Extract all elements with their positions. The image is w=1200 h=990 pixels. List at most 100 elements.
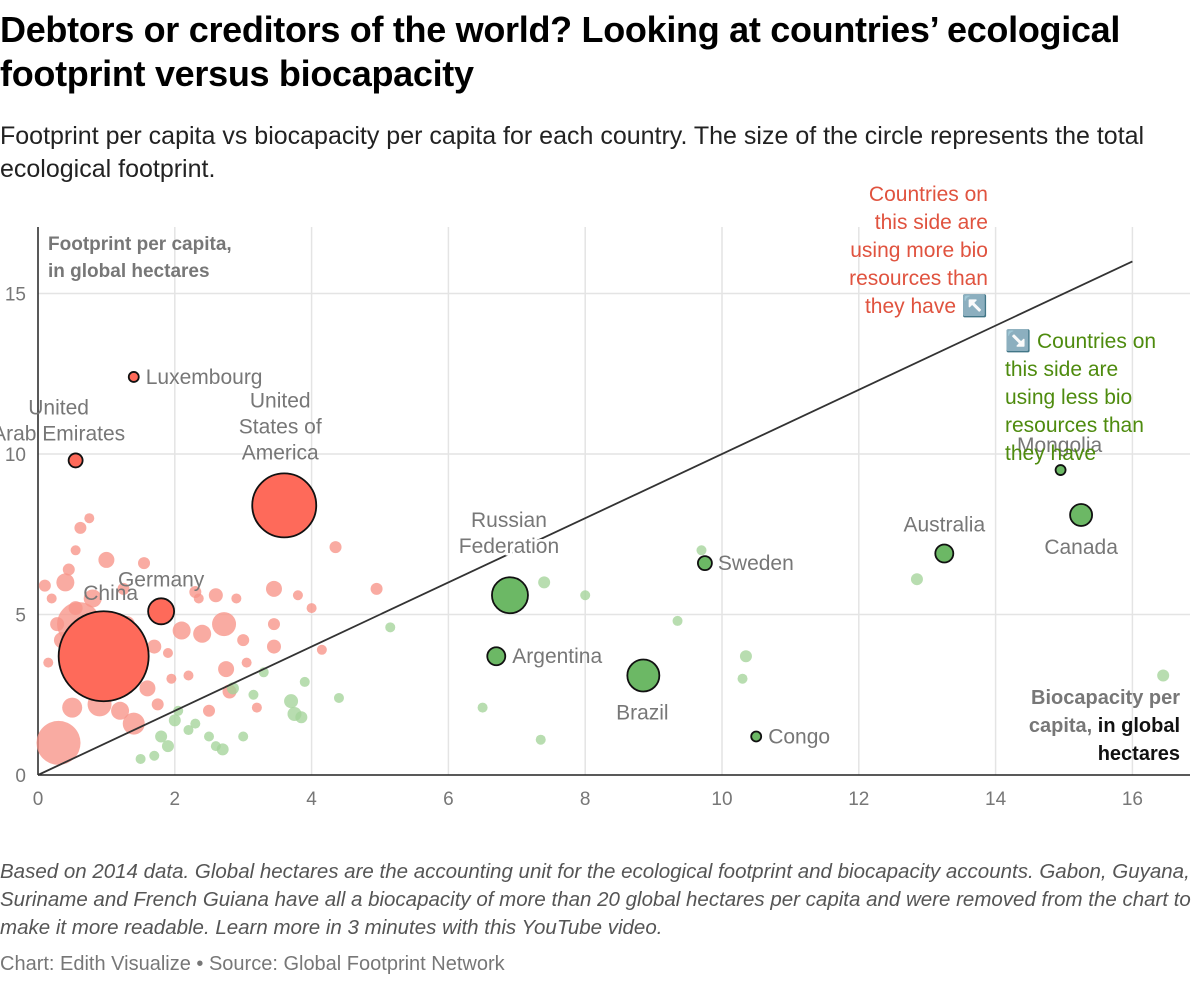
point-russian-federation	[491, 576, 529, 615]
debtor-country-point	[237, 634, 250, 647]
debtor-country-point	[70, 545, 81, 556]
label-line: Germany	[118, 568, 205, 591]
creditor-side-annotation: ↘️ Countries on this side are using less b…	[1005, 328, 1156, 465]
creditor-country-point	[238, 731, 249, 742]
scatter-chart: 0 2 4 6 8 10 12 14 16 0 5 10 15 Footprint per capita,…	[0, 183, 1190, 810]
creditor-country-point	[135, 753, 146, 764]
creditor-country-point	[149, 750, 160, 761]
annotation-line: using less bio	[1005, 386, 1132, 409]
debtor-country-point	[139, 680, 156, 697]
debtor-country-point	[83, 589, 102, 608]
label-line: Mongolia	[1017, 434, 1103, 457]
debtor-country-point	[166, 673, 177, 684]
creditor-country-point	[168, 714, 181, 727]
creditor-country-point	[739, 650, 752, 663]
y-tick-label: 5	[15, 606, 26, 627]
label-united-arab-emirates: United Arab Emirates	[0, 396, 125, 445]
axis-layer: 0 2 4 6 8 10 12 14 16 0 5 10 15 Footprint per capita,…	[5, 227, 1190, 810]
y-axis-title-line2: in global hectares	[48, 261, 210, 282]
x-tick-label: 12	[848, 789, 869, 810]
label-luxembourg: Luxembourg	[146, 366, 263, 389]
grid-layer	[38, 227, 1190, 775]
label-united-states-of-america: United States of America	[239, 389, 322, 464]
point-congo	[750, 730, 763, 743]
annotation-line: resources than	[1005, 414, 1144, 437]
debtor-country-point	[147, 639, 162, 654]
creditor-country-point	[183, 725, 194, 736]
label-australia: Australia	[903, 514, 985, 537]
label-line: States of	[239, 415, 322, 438]
debtor-side-annotation: Countries on this side are using more bio r…	[849, 183, 988, 318]
debtor-country-point	[43, 657, 54, 668]
annotation-line: Countries on	[869, 183, 988, 206]
debtor-country-point	[251, 702, 262, 713]
debtor-country-point	[267, 618, 280, 631]
annotation-line: this side are	[1005, 358, 1118, 381]
x-axis-title-line2: capita, in global	[1029, 715, 1180, 737]
debtor-country-point	[241, 657, 252, 668]
y-axis-title-line1: Footprint per capita,	[48, 234, 232, 255]
x-tick-label: 14	[985, 789, 1007, 810]
label-line: Congo	[768, 725, 830, 748]
x-axis-title-line3: hectares	[1098, 743, 1180, 765]
label-line: Sweden	[718, 552, 794, 575]
debtor-country-point	[370, 582, 383, 595]
x-tick-label: 10	[711, 789, 732, 810]
debtor-country-point	[111, 701, 130, 720]
label-line: Russian	[471, 509, 547, 532]
x-tick-label: 4	[306, 789, 317, 810]
label-line: Luxembourg	[146, 366, 263, 389]
creditor-country-point	[333, 692, 344, 703]
creditor-country-point	[1157, 669, 1170, 682]
debtor-country-point	[117, 582, 130, 595]
creditor-country-point	[248, 689, 259, 700]
label-sweden: Sweden	[718, 552, 794, 575]
label-line: Brazil	[616, 701, 669, 724]
label-argentina: Argentina	[512, 645, 602, 668]
label-line: China	[83, 582, 138, 605]
footnote: Based on 2014 data. Global hectares are …	[0, 860, 1191, 939]
label-canada: Canada	[1044, 536, 1118, 559]
point-germany	[147, 597, 176, 626]
debtor-country-point	[151, 698, 164, 711]
debtor-country-point	[212, 612, 237, 637]
point-mongolia	[1054, 464, 1067, 476]
point-united-states-of-america	[251, 472, 318, 539]
point-canada	[1069, 503, 1093, 527]
label-brazil: Brazil	[616, 701, 669, 724]
creditor-country-point	[696, 545, 707, 556]
debtor-country-point	[203, 704, 215, 717]
x-tick-label: 2	[170, 789, 181, 810]
label-line: Argentina	[512, 645, 602, 668]
debtor-country-point	[162, 648, 173, 659]
debtor-country-point	[46, 593, 57, 604]
label-russian-federation: Russian Federation	[459, 509, 559, 558]
annotation-line: resources than	[849, 267, 988, 290]
point-brazil	[626, 658, 661, 693]
background-points	[36, 513, 1170, 765]
point-sweden	[697, 555, 713, 572]
label-line: Arab Emirates	[0, 422, 125, 445]
annotation-line: ↘️ Countries on	[1005, 328, 1156, 353]
label-germany: Germany	[118, 568, 205, 591]
label-line: Australia	[903, 514, 985, 537]
labeled-points	[57, 371, 1093, 743]
debtor-country-point	[231, 593, 242, 604]
annotation-line: using more bio	[850, 239, 988, 262]
debtor-country-point	[218, 661, 235, 678]
debtor-country-point	[306, 603, 317, 614]
y-tick-label: 0	[15, 766, 26, 787]
debtor-country-point	[122, 712, 145, 735]
debtor-country-point	[183, 670, 194, 681]
creditor-country-point	[910, 573, 923, 586]
debtor-country-point	[193, 624, 212, 643]
debtor-country-point	[265, 580, 282, 597]
debtor-country-point	[74, 521, 87, 534]
debtor-country-point	[62, 563, 75, 576]
creditor-country-point	[535, 734, 546, 745]
creditor-country-point	[190, 718, 201, 729]
point-labels: Luxembourg United Arab Emirates United State…	[0, 366, 1118, 749]
debtor-country-point	[56, 573, 75, 592]
equality-line	[37, 260, 1133, 776]
debtor-country-point	[193, 593, 204, 604]
